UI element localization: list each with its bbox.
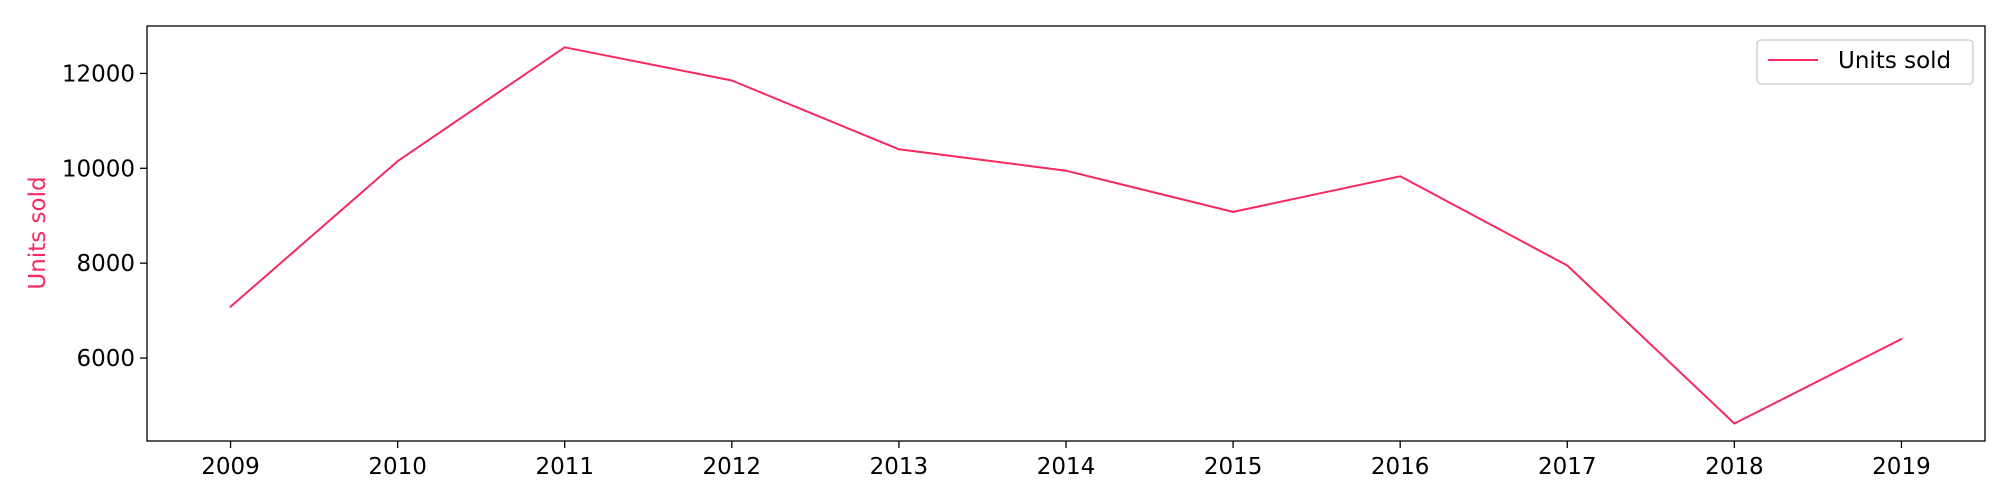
y-tick-label: 6000	[76, 346, 135, 372]
data-point	[1065, 169, 1067, 172]
x-axis-ticks: 2009 2010 2011 2012 2013 2014 2015 2016 2017 2018…	[201, 441, 1931, 480]
x-tick-label: 2017	[1538, 454, 1597, 480]
data-point	[1399, 175, 1402, 178]
x-tick-label: 2009	[201, 454, 260, 480]
series-layer	[229, 46, 1903, 425]
plot-frame	[146, 25, 1986, 442]
y-tick-label: 12000	[62, 61, 135, 87]
y-tick-label: 10000	[62, 156, 135, 182]
legend: Units sold	[1756, 39, 1974, 85]
data-point	[1900, 338, 1903, 341]
data-point	[396, 160, 399, 163]
data-point	[229, 305, 232, 308]
data-point	[730, 79, 733, 82]
x-tick-label: 2013	[870, 454, 929, 480]
x-tick-label: 2015	[1204, 454, 1263, 480]
x-tick-label: 2011	[535, 454, 594, 480]
plot-background	[147, 26, 1985, 441]
legend-box	[1756, 39, 1974, 85]
x-tick-label: 2019	[1872, 454, 1931, 480]
data-point	[1566, 264, 1569, 267]
x-tick-label: 2012	[703, 454, 762, 480]
legend-label: Units sold	[1838, 48, 1951, 74]
x-tick-label: 2010	[368, 454, 427, 480]
data-point	[897, 148, 900, 151]
y-tick-label: 8000	[76, 251, 135, 277]
y-axis-ticks: 6000 8000 10000 12000	[62, 61, 147, 372]
x-tick-label: 2014	[1037, 454, 1096, 480]
data-point	[1232, 210, 1235, 213]
data-point	[1733, 422, 1736, 425]
x-tick-label: 2016	[1371, 454, 1430, 480]
y-axis-title: Units sold	[25, 176, 51, 289]
data-point	[563, 46, 566, 49]
x-tick-label: 2018	[1705, 454, 1764, 480]
